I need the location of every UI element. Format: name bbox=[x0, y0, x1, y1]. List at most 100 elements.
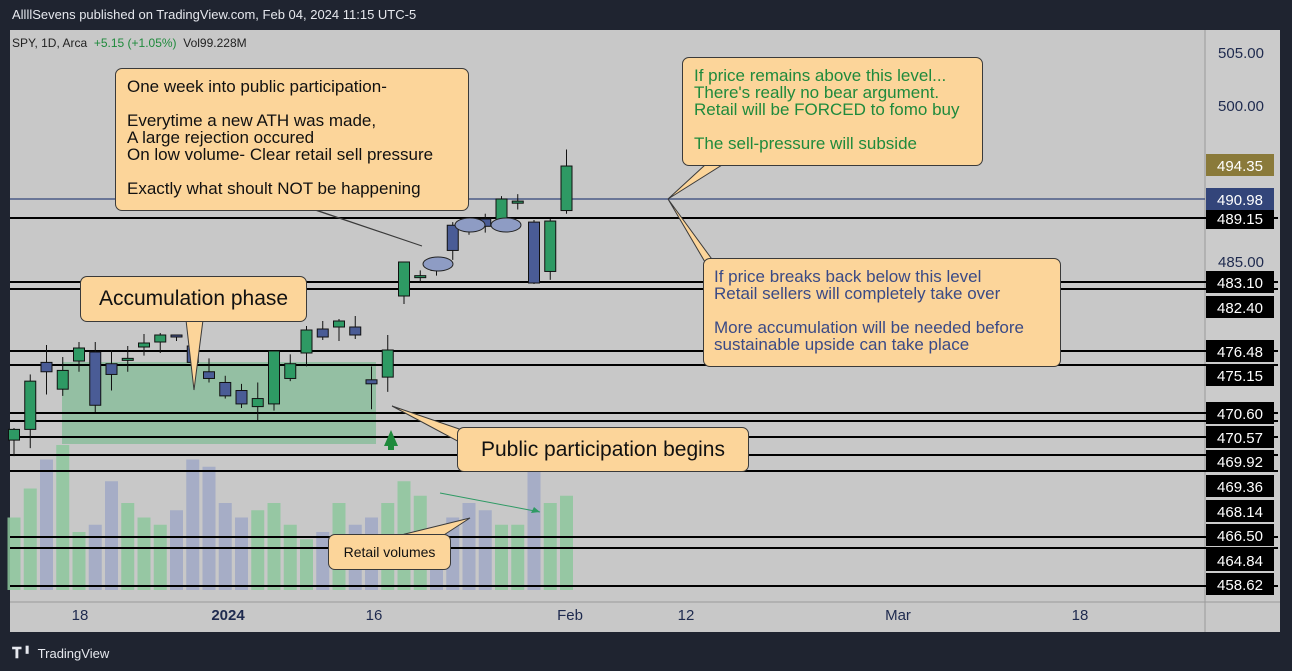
candle bbox=[203, 358, 215, 383]
volume-bar bbox=[23, 488, 37, 590]
rejection-markers bbox=[422, 217, 522, 272]
volume-bar bbox=[462, 503, 476, 590]
price-label-bg bbox=[1206, 500, 1274, 522]
candle bbox=[89, 342, 102, 412]
price-level-label: 475.15 bbox=[1217, 368, 1263, 385]
candle bbox=[381, 335, 394, 392]
below-level-callout: If price breaks back below this level Re… bbox=[703, 258, 1061, 367]
price-label-bg bbox=[1206, 340, 1274, 362]
price-level-label: 458.62 bbox=[1217, 577, 1263, 594]
candle bbox=[56, 357, 69, 396]
price-label-bg bbox=[1206, 207, 1274, 229]
rejection-marker bbox=[490, 217, 522, 233]
accumulation-callout: Accumulation phase bbox=[80, 276, 307, 322]
candle bbox=[398, 261, 410, 304]
week-note-line: A large rejection occured bbox=[127, 128, 315, 147]
volume-bar bbox=[105, 481, 118, 590]
below-note-line: Retail sellers will completely take over bbox=[714, 284, 1001, 303]
price-label-bg bbox=[1206, 296, 1274, 318]
candle bbox=[154, 333, 167, 353]
price-label-bg bbox=[1206, 524, 1274, 546]
price-label-bg bbox=[1206, 475, 1274, 497]
week-note-pointer bbox=[299, 204, 423, 247]
y-tick-label: 500.00 bbox=[1218, 98, 1264, 115]
volume-bar bbox=[40, 459, 53, 590]
above-note-line: There's really no bear argument. bbox=[694, 83, 940, 102]
week-note-title: One week into public participation- bbox=[127, 77, 387, 96]
below-note-line: If price breaks back below this level bbox=[714, 267, 982, 286]
week-note-callout: One week into public participation- Ever… bbox=[115, 68, 469, 211]
volume-bar bbox=[137, 517, 151, 590]
legend-bar: SPY, 1D, Arca +5.15 (+1.05%) Vol99.228M bbox=[12, 36, 247, 50]
price-level-label: 469.92 bbox=[1217, 454, 1263, 471]
x-tick-label: Feb bbox=[557, 607, 583, 624]
candle bbox=[349, 316, 362, 339]
volume-bar bbox=[72, 532, 86, 590]
volume-bar bbox=[478, 510, 492, 590]
volume-bar bbox=[316, 532, 330, 590]
footer-bar: 𝐓╹ TradingView bbox=[0, 636, 1292, 671]
price-label-bg bbox=[1206, 402, 1274, 424]
rejection-marker bbox=[454, 217, 486, 233]
price-level-label: 468.14 bbox=[1217, 504, 1263, 521]
volume-bar bbox=[218, 503, 232, 590]
below-note-footer-line: More accumulation will be needed before bbox=[714, 318, 1024, 337]
week-note-footer: Exactly what shoult NOT be happening bbox=[127, 179, 421, 198]
arrow-up-icon bbox=[384, 430, 398, 450]
volume-bar bbox=[7, 517, 21, 590]
volume-bar bbox=[511, 524, 525, 590]
candle bbox=[8, 428, 20, 457]
candle bbox=[333, 319, 345, 341]
volume-bars bbox=[7, 445, 573, 590]
y-tick-label: 485.00 bbox=[1218, 254, 1264, 271]
candle bbox=[251, 382, 264, 420]
candle bbox=[40, 345, 53, 395]
above-note-footer: The sell-pressure will subside bbox=[694, 134, 917, 153]
volume-trend-arrow bbox=[439, 492, 541, 513]
tradingview-logo[interactable]: 𝐓╹ TradingView bbox=[12, 645, 109, 662]
volume-bar bbox=[495, 524, 508, 590]
above-note-line: Retail will be FORCED to fomo buy bbox=[694, 100, 960, 119]
volume-bar bbox=[446, 517, 460, 590]
candle bbox=[170, 334, 183, 341]
footer-brand: TradingView bbox=[37, 646, 110, 661]
volume-bar bbox=[56, 445, 70, 590]
rejection-marker bbox=[422, 256, 454, 272]
above-note-line: If price remains above this level... bbox=[694, 66, 947, 85]
candle bbox=[544, 218, 557, 280]
volume-bar bbox=[121, 503, 135, 590]
candle bbox=[365, 366, 378, 410]
price-badge-label: 494.35 bbox=[1217, 158, 1263, 175]
time-axis-labels: 18 2024 16 Feb 12 Mar 18 bbox=[72, 607, 1089, 624]
price-level-label: 469.36 bbox=[1217, 479, 1263, 496]
volume-bar bbox=[153, 524, 167, 590]
price-label-bg bbox=[1206, 450, 1274, 472]
volume-bar bbox=[560, 495, 573, 590]
candle bbox=[446, 222, 459, 260]
accumulation-label: Accumulation phase bbox=[98, 287, 289, 310]
volume-bar bbox=[202, 466, 216, 590]
candle bbox=[528, 220, 540, 284]
below-note-footer-line: sustainable upside can take place bbox=[714, 335, 970, 354]
y-tick-label: 505.00 bbox=[1218, 45, 1264, 62]
volume-bar bbox=[527, 452, 541, 590]
price-axis-labels: 505.00 500.00 485.00 489.15 483.10 482.40 476.… bbox=[1206, 45, 1274, 595]
x-tick-label: 2024 bbox=[211, 607, 245, 624]
price-level-label: 482.40 bbox=[1217, 300, 1263, 317]
volume-trend-arrowhead bbox=[531, 507, 540, 513]
price-level-label: 470.57 bbox=[1217, 430, 1263, 447]
volume-bar bbox=[186, 459, 200, 590]
price-level-label: 483.10 bbox=[1217, 275, 1263, 292]
retail-volumes-callout: Retail volumes bbox=[328, 534, 451, 570]
price-label-bg bbox=[1206, 364, 1274, 386]
public-participation-label: Public participation begins bbox=[481, 438, 725, 461]
price-badge bbox=[1206, 188, 1274, 210]
candle bbox=[511, 194, 524, 210]
candle bbox=[268, 350, 280, 411]
volume-bar bbox=[543, 503, 557, 590]
price-level-label: 489.15 bbox=[1217, 211, 1263, 228]
price-level-label: 464.84 bbox=[1217, 553, 1263, 570]
candle bbox=[284, 354, 297, 382]
candle bbox=[560, 149, 573, 214]
x-tick-label: 18 bbox=[72, 607, 89, 624]
